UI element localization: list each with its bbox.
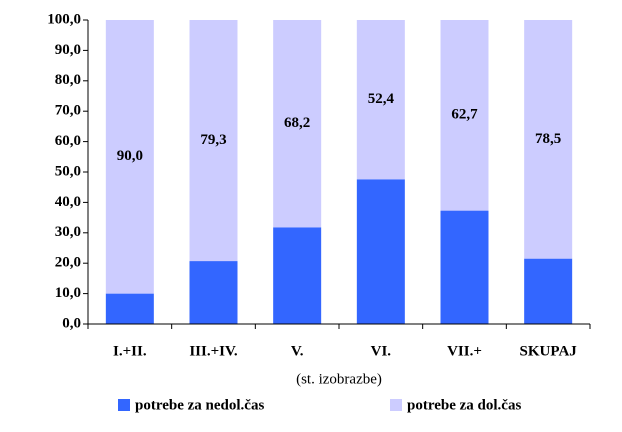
y-tick-label: 10,0 <box>55 285 81 301</box>
x-tick-label: III.+IV. <box>189 343 238 359</box>
x-tick-label: V. <box>291 343 304 359</box>
bar-segment <box>273 227 322 324</box>
y-tick-label: 80,0 <box>55 72 81 88</box>
bar-segment <box>524 258 573 324</box>
y-tick-label: 90,0 <box>55 42 81 58</box>
data-label: 79,3 <box>200 132 226 148</box>
legend-label: potrebe za dol.čas <box>407 397 521 413</box>
legend-label: potrebe za nedol.čas <box>135 397 264 413</box>
y-tick-label: 20,0 <box>55 255 81 271</box>
x-tick-label: VI. <box>371 343 392 359</box>
legend-swatch <box>390 399 402 411</box>
bar-segment <box>356 20 405 180</box>
data-label: 78,5 <box>535 131 561 147</box>
bar-segment <box>273 20 322 228</box>
y-tick-label: 70,0 <box>55 103 81 119</box>
y-tick-label: 40,0 <box>55 194 81 210</box>
y-tick-label: 0,0 <box>62 315 81 331</box>
data-label: 52,4 <box>368 91 395 107</box>
bar-segment <box>356 179 405 324</box>
bar-segment <box>440 20 489 211</box>
data-label: 68,2 <box>284 115 310 131</box>
bar-segment <box>189 20 238 262</box>
data-label: 62,7 <box>451 107 478 123</box>
bar-segment <box>524 20 573 259</box>
y-tick-label: 30,0 <box>55 224 81 240</box>
y-tick-label: 100,0 <box>47 11 81 27</box>
x-axis-label: (st. izobrazbe) <box>296 371 382 387</box>
bar-segment <box>440 210 489 324</box>
x-tick-label: SKUPAJ <box>520 343 578 359</box>
bar-segment <box>189 261 238 324</box>
y-tick-label: 60,0 <box>55 133 81 149</box>
legend-swatch <box>118 399 130 411</box>
bar-segment <box>105 20 154 294</box>
x-tick-label: VII.+ <box>447 343 482 359</box>
data-label: 90,0 <box>117 148 143 164</box>
y-tick-label: 50,0 <box>55 163 81 179</box>
bar-segment <box>105 293 154 324</box>
x-tick-label: I.+II. <box>113 343 147 359</box>
